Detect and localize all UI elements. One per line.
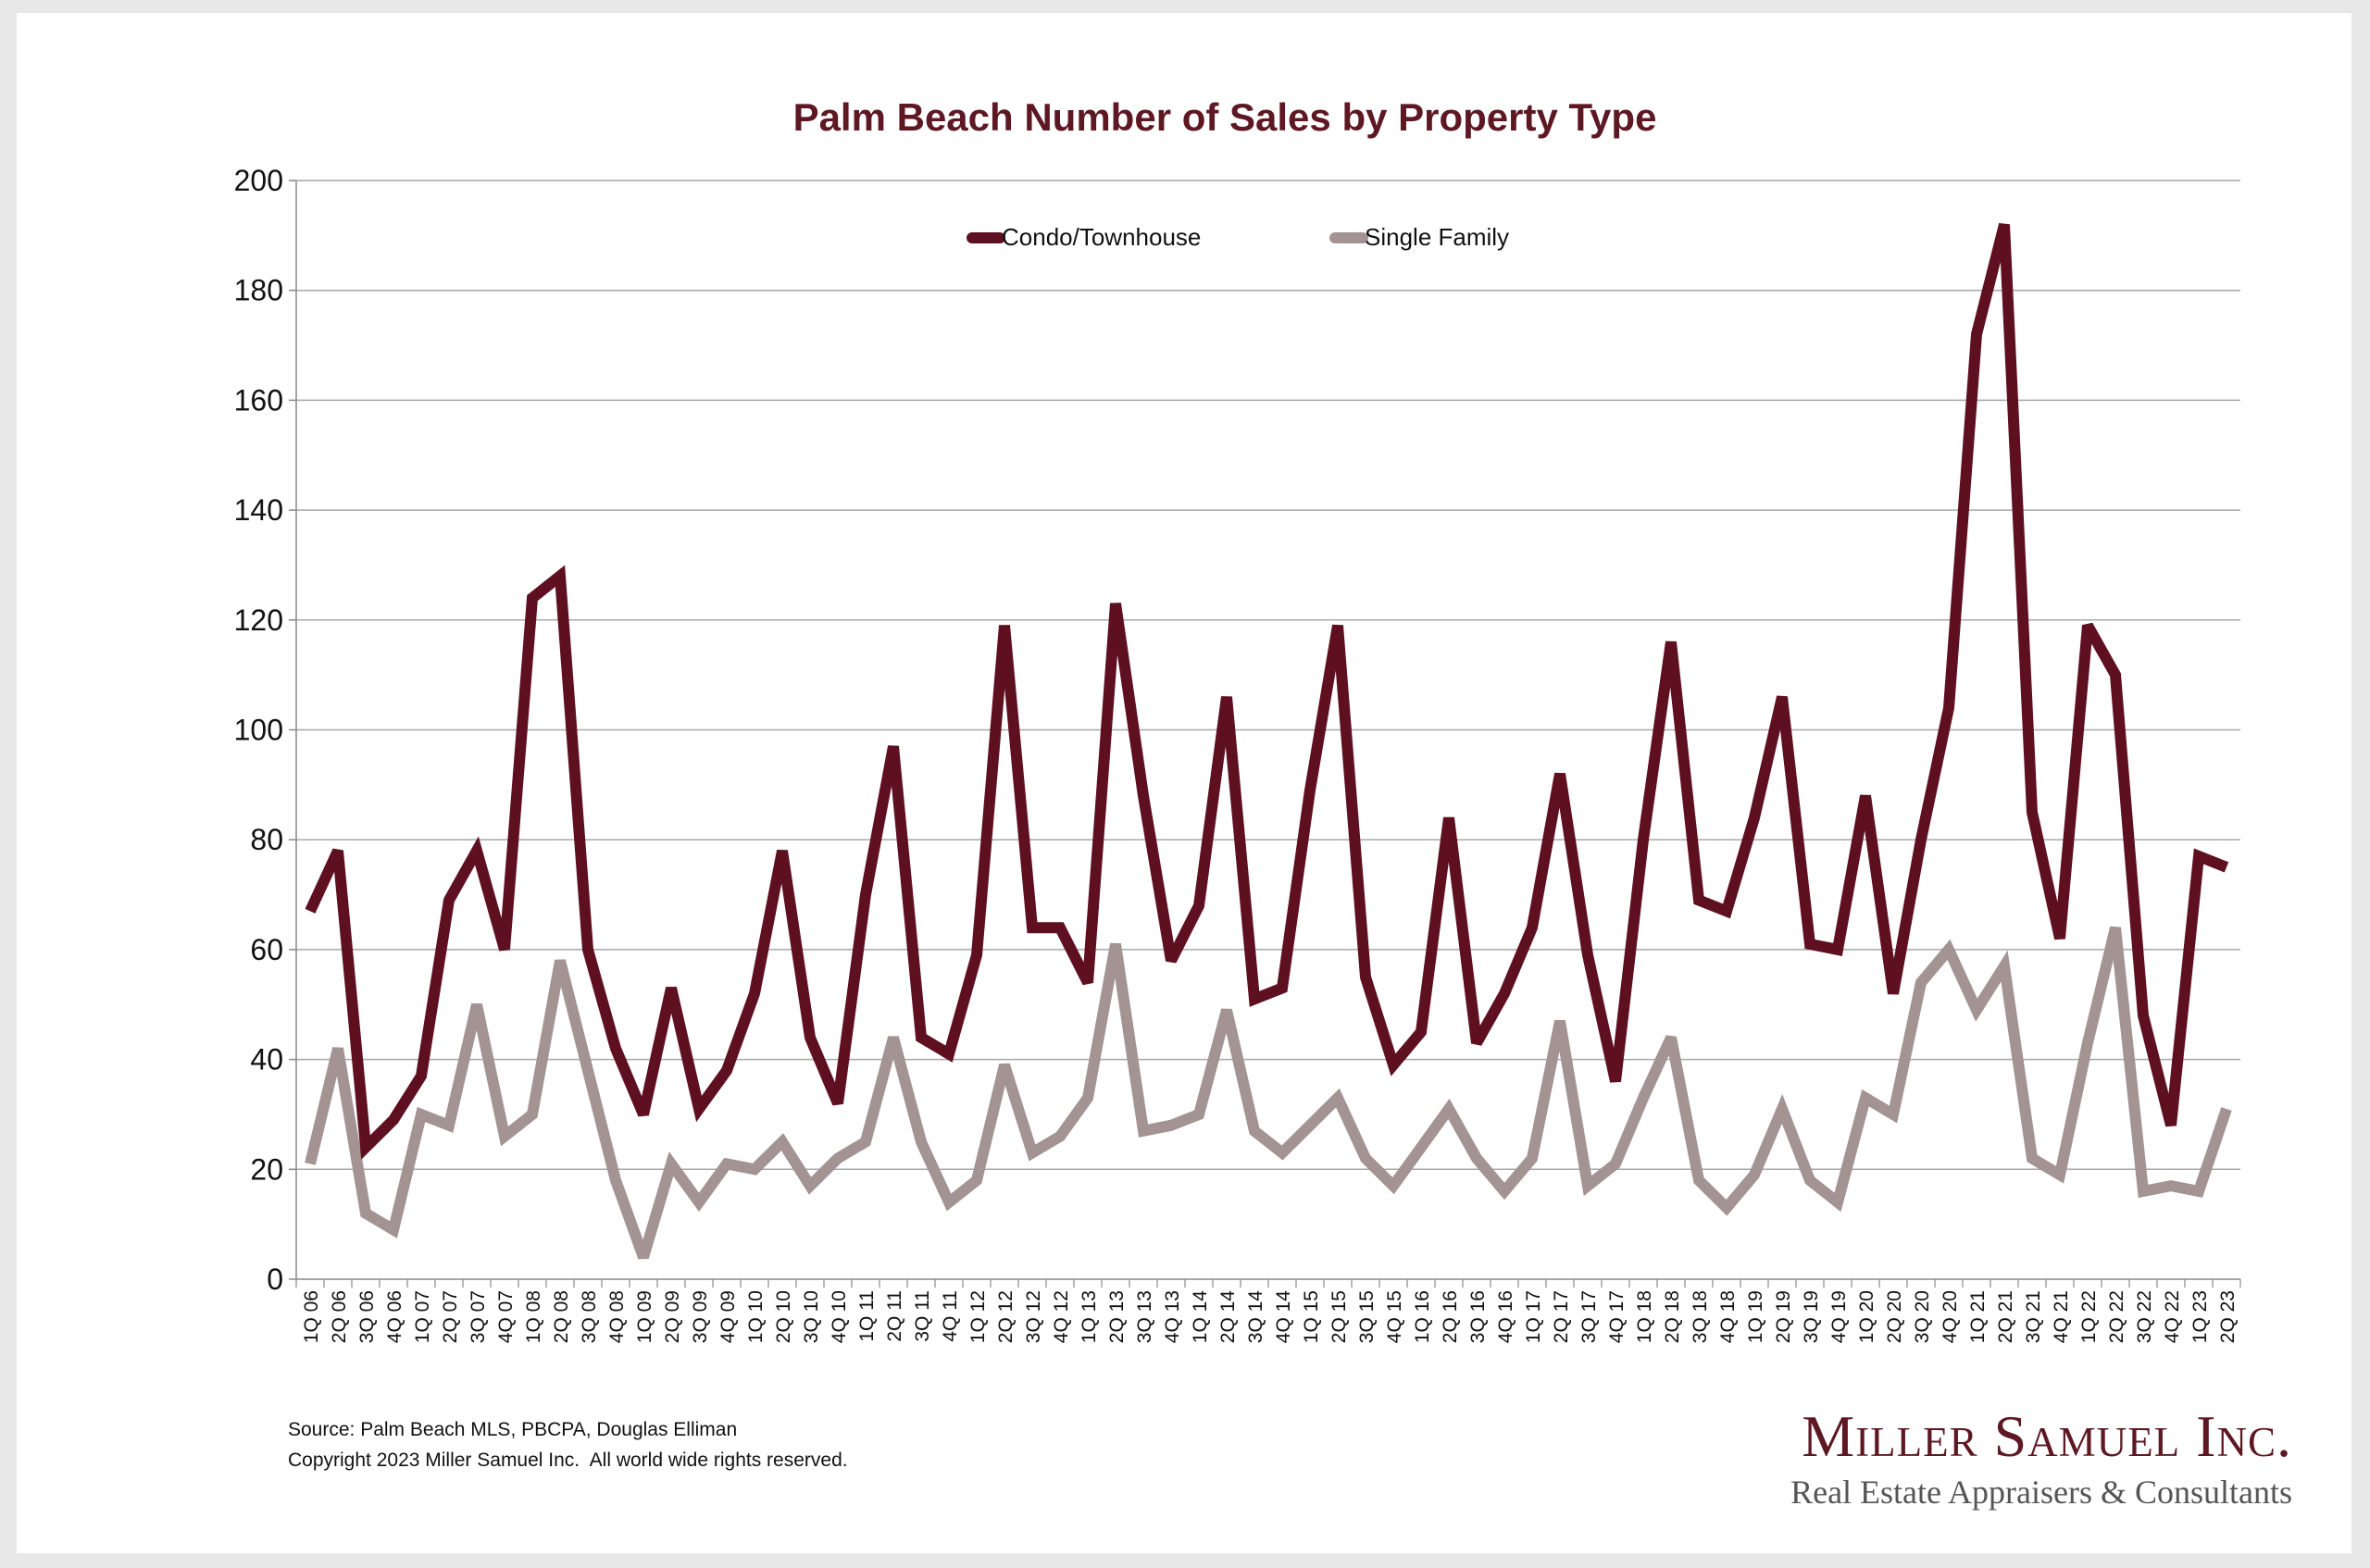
x-tick-label: 4Q 10 (829, 1290, 850, 1343)
y-tick-label: 80 (250, 823, 283, 856)
x-tick-label: 4Q 15 (1384, 1290, 1405, 1343)
x-tick-label: 1Q 06 (301, 1290, 322, 1343)
x-tick-label: 4Q 17 (1606, 1290, 1628, 1343)
series-line-single-family (305, 926, 2232, 1260)
y-tick-label: 20 (250, 1152, 283, 1186)
source-note: Source: Palm Beach MLS, PBCPA, Douglas E… (288, 1414, 848, 1475)
x-tick-label: 3Q 07 (468, 1290, 489, 1343)
series-lines (305, 223, 2232, 1260)
copyright-text: Copyright 2023 Miller Samuel Inc. All wo… (288, 1450, 848, 1471)
x-tick-label: 1Q 07 (412, 1290, 433, 1343)
y-axis-ticks: 0 20 40 60 80 100 120 140 160 180 200 (234, 164, 296, 1296)
x-axis-ticks: 1Q 06 2Q 06 3Q 06 4Q 06 1Q 07 2Q 07 3Q 07 4Q 07… (295, 1279, 2241, 1344)
x-tick-label: 1Q 20 (1856, 1290, 1877, 1343)
x-tick-label: 3Q 09 (690, 1290, 711, 1343)
y-tick-label: 60 (250, 933, 283, 966)
x-tick-label: 3Q 13 (1134, 1290, 1155, 1343)
x-tick-label: 3Q 16 (1467, 1290, 1489, 1343)
x-tick-label: 2Q 20 (1884, 1290, 1905, 1343)
x-tick-label: 4Q 14 (1273, 1290, 1294, 1344)
x-tick-label: 2Q 08 (551, 1290, 572, 1343)
y-tick-label: 120 (234, 604, 283, 637)
x-tick-label: 2Q 06 (329, 1290, 350, 1343)
source-text: Source: Palm Beach MLS, PBCPA, Douglas E… (288, 1419, 738, 1440)
x-tick-label: 4Q 07 (495, 1290, 517, 1343)
x-tick-label: 3Q 18 (1690, 1290, 1711, 1343)
x-tick-label: 2Q 23 (2217, 1290, 2239, 1343)
x-tick-label: 3Q 14 (1245, 1290, 1266, 1344)
x-tick-label: 1Q 18 (1634, 1290, 1655, 1343)
x-tick-label: 4Q 09 (717, 1290, 739, 1343)
legend-label-condo: Condo/Townhouse (1002, 223, 1201, 251)
y-tick-label: 140 (234, 493, 283, 527)
x-tick-label: 1Q 14 (1190, 1290, 1211, 1344)
x-tick-label: 2Q 10 (773, 1290, 794, 1343)
x-tick-label: 4Q 12 (1051, 1290, 1072, 1343)
x-tick-label: 3Q 06 (356, 1290, 378, 1343)
x-tick-label: 3Q 10 (801, 1290, 822, 1343)
x-tick-label: 2Q 13 (1106, 1290, 1128, 1343)
y-tick-label: 100 (234, 714, 283, 747)
x-tick-label: 1Q 13 (1079, 1290, 1100, 1343)
chart-title: Palm Beach Number of Sales by Property T… (793, 95, 1657, 139)
x-tick-label: 1Q 09 (634, 1290, 655, 1343)
series-line-condo-townhouse (305, 223, 2229, 1160)
x-tick-label: 4Q 06 (384, 1290, 405, 1343)
logo-name: Miller Samuel Inc. (1802, 1403, 2292, 1469)
x-tick-label: 1Q 16 (1412, 1290, 1433, 1343)
x-tick-label: 4Q 18 (1717, 1290, 1739, 1343)
x-tick-label: 1Q 12 (967, 1290, 989, 1343)
x-tick-label: 4Q 19 (1828, 1290, 1850, 1343)
x-tick-label: 3Q 19 (1801, 1290, 1822, 1343)
x-tick-label: 3Q 15 (1356, 1290, 1378, 1343)
x-tick-label: 3Q 12 (1023, 1290, 1044, 1343)
company-logo: Miller Samuel Inc. Real Estate Appraiser… (1611, 1401, 2351, 1512)
x-tick-label: 2Q 19 (1773, 1290, 1794, 1343)
x-tick-label: 1Q 23 (2189, 1290, 2211, 1343)
x-tick-label: 2Q 11 (884, 1290, 905, 1342)
x-tick-label: 2Q 09 (662, 1290, 683, 1343)
x-tick-label: 3Q 22 (2134, 1290, 2155, 1343)
x-tick-label: 4Q 13 (1162, 1290, 1183, 1343)
x-tick-label: 1Q 21 (1967, 1290, 1989, 1343)
y-tick-label: 200 (234, 164, 283, 197)
x-tick-label: 2Q 21 (1995, 1290, 2016, 1343)
x-tick-label: 2Q 12 (995, 1290, 1017, 1343)
x-tick-label: 1Q 15 (1301, 1290, 1322, 1343)
x-tick-label: 2Q 18 (1662, 1290, 1683, 1343)
x-tick-label: 4Q 16 (1495, 1290, 1516, 1343)
x-tick-label: 2Q 22 (2106, 1290, 2127, 1343)
y-tick-label: 40 (250, 1043, 283, 1076)
x-tick-label: 1Q 17 (1523, 1290, 1544, 1343)
x-tick-label: 4Q 08 (606, 1290, 628, 1343)
x-tick-label: 1Q 11 (856, 1290, 878, 1342)
x-tick-label: 4Q 11 (940, 1290, 961, 1342)
logo-tagline: Real Estate Appraisers & Consultants (1790, 1474, 2292, 1511)
x-tick-label: 3Q 11 (912, 1290, 933, 1342)
chart-card: Palm Beach Number of Sales by Property T… (17, 13, 2351, 1553)
x-tick-label: 2Q 17 (1551, 1290, 1572, 1343)
x-tick-label: 4Q 20 (1940, 1290, 1961, 1343)
x-tick-label: 2Q 14 (1217, 1290, 1239, 1344)
x-tick-label: 3Q 20 (1912, 1290, 1933, 1343)
y-tick-label: 160 (234, 383, 283, 417)
x-tick-label: 2Q 15 (1328, 1290, 1350, 1343)
x-tick-label: 4Q 21 (2051, 1290, 2072, 1343)
x-tick-label: 2Q 16 (1440, 1290, 1461, 1343)
x-tick-label: 1Q 19 (1745, 1290, 1766, 1343)
y-tick-label: 180 (234, 274, 283, 307)
x-tick-label: 3Q 21 (2023, 1290, 2044, 1343)
x-tick-label: 3Q 08 (579, 1290, 600, 1343)
y-tick-label: 0 (267, 1263, 283, 1296)
legend-label-single-family: Single Family (1365, 223, 1509, 251)
x-tick-label: 2Q 07 (440, 1290, 461, 1343)
legend: Condo/Townhouse Single Family (967, 223, 1509, 251)
x-tick-label: 4Q 22 (2162, 1290, 2183, 1343)
x-tick-label: 1Q 10 (745, 1290, 767, 1343)
x-tick-label: 1Q 08 (523, 1290, 544, 1343)
x-tick-label: 1Q 22 (2078, 1290, 2100, 1343)
line-chart: Palm Beach Number of Sales by Property T… (234, 95, 2241, 1344)
x-tick-label: 3Q 17 (1578, 1290, 1600, 1343)
